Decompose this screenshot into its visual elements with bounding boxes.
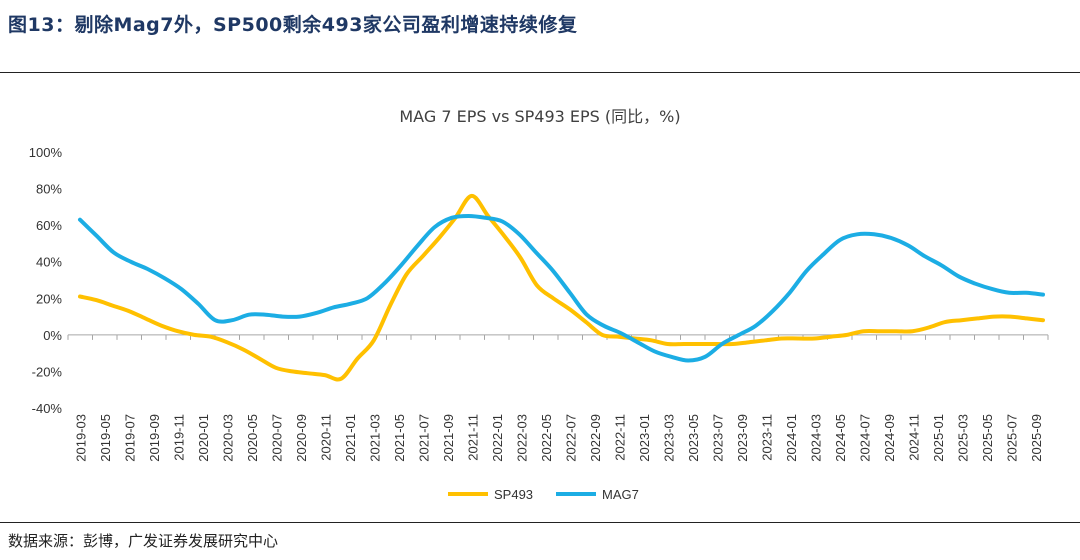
chart-title: MAG 7 EPS vs SP493 EPS (同比，%) (399, 107, 680, 126)
series-line-mag7 (78, 214, 1045, 363)
x-tick-label: 2021-05 (392, 414, 407, 462)
x-tick-label: 2020-05 (245, 414, 260, 462)
x-tick-label: 2022-05 (539, 414, 554, 462)
series-group (78, 193, 1045, 382)
x-tick-label: 2024-11 (906, 414, 921, 461)
x-tick-label: 2019-07 (122, 414, 137, 462)
bottom-rule (0, 522, 1080, 523)
x-tick-label: 2020-07 (269, 414, 284, 462)
legend: SP493 MAG7 (448, 487, 639, 502)
x-tick-label: 2025-09 (1029, 414, 1044, 462)
y-tick-label: 60% (36, 218, 62, 233)
y-tick-label: 80% (36, 182, 62, 197)
y-axis: 100% 80% 60% 40% 20% 0% -20% -40% (29, 145, 63, 416)
x-tick-label: 2022-11 (612, 414, 627, 461)
x-tick-label: 2024-09 (882, 414, 897, 462)
x-tick-label: 2021-07 (416, 414, 431, 462)
chart: MAG 7 EPS vs SP493 EPS (同比，%) 100% 80% 60%… (29, 107, 1049, 502)
x-tick-label: 2022-09 (588, 414, 603, 462)
x-tick-label: 2021-11 (465, 414, 480, 461)
x-tick-label: 2019-09 (147, 414, 162, 462)
x-tick-label: 2025-05 (980, 414, 995, 462)
series-line-sp493 (78, 193, 1045, 382)
x-tick-label: 2023-09 (735, 414, 750, 462)
x-tick-label: 2023-01 (637, 414, 652, 462)
x-tick-label: 2020-03 (220, 414, 235, 462)
x-tick-label: 2025-07 (1004, 414, 1019, 462)
legend-label-mag7: MAG7 (602, 487, 639, 502)
x-tick-label: 2020-01 (196, 414, 211, 462)
x-tick-label: 2021-09 (441, 414, 456, 462)
x-tick-label: 2023-05 (686, 414, 701, 462)
x-tick-label: 2019-05 (98, 414, 113, 462)
x-tick-label: 2024-05 (833, 414, 848, 462)
x-tick-label: 2024-01 (784, 414, 799, 462)
x-axis: 2019-03 2019-05 2019-07 2019-09 2019-11 2020-… (67, 334, 1049, 462)
x-tick-label: 2025-01 (931, 414, 946, 462)
x-tick-label: 2019-03 (73, 414, 88, 462)
source-note: 数据来源：彭博，广发证券发展研究中心 (8, 532, 279, 550)
x-tick-label: 2020-09 (294, 414, 309, 462)
x-tick-label: 2023-11 (759, 414, 774, 461)
x-tick-label: 2022-01 (490, 414, 505, 462)
y-tick-label: 0% (43, 328, 62, 343)
x-tick-label: 2025-03 (955, 414, 970, 462)
x-tick-label: 2024-07 (857, 414, 872, 462)
x-tick-label: 2020-11 (318, 414, 333, 461)
y-tick-label: 100% (29, 145, 63, 160)
y-tick-label: -20% (32, 364, 63, 379)
x-tick-label: 2019-11 (171, 414, 186, 461)
x-tick-label: 2023-03 (661, 414, 676, 462)
x-tick-label: 2021-01 (343, 414, 358, 462)
x-tick-label: 2022-07 (563, 414, 578, 462)
top-rule (0, 72, 1080, 73)
x-tick-label: 2024-03 (808, 414, 823, 462)
y-tick-label: 40% (36, 255, 62, 270)
x-tick-label: 2023-07 (710, 414, 725, 462)
x-tick-label: 2022-03 (514, 414, 529, 462)
y-tick-label: 20% (36, 291, 62, 306)
y-tick-label: -40% (32, 401, 63, 416)
x-tick-label: 2021-03 (367, 414, 382, 462)
legend-label-sp493: SP493 (494, 487, 533, 502)
figure-title: 图13：剔除Mag7外，SP500剩余493家公司盈利增速持续修复 (8, 14, 578, 36)
